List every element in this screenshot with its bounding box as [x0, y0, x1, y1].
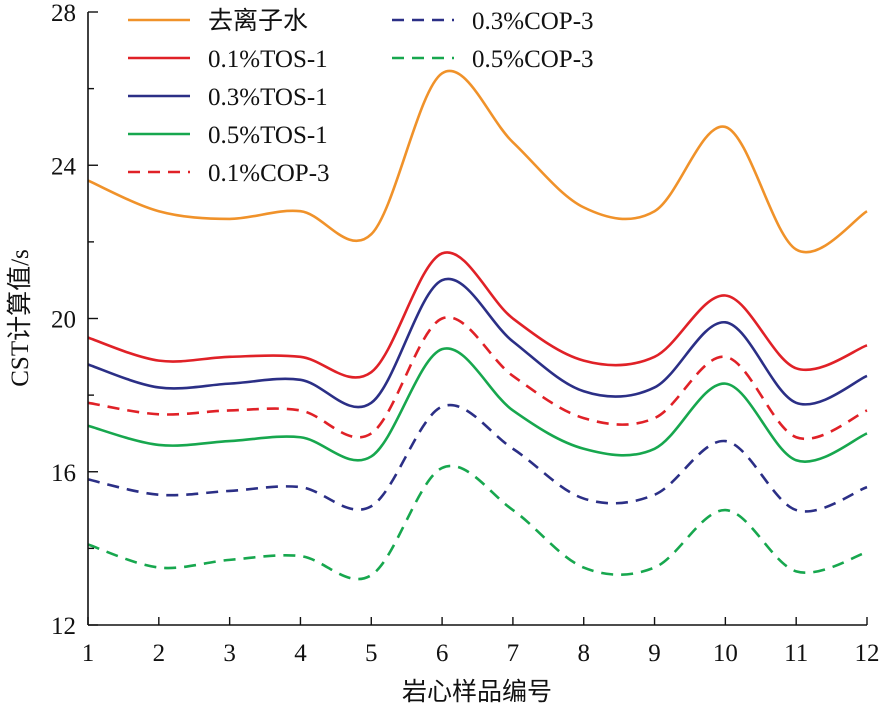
legend-label: 0.5%TOS-1 — [208, 122, 328, 149]
series-line-7 — [87, 464, 868, 581]
series-line-1 — [87, 69, 868, 254]
x-axis-label: 岩心样品编号 — [402, 678, 552, 706]
x-tick-label: 5 — [365, 640, 378, 667]
series-line-5 — [87, 316, 868, 441]
legend-item: 去离子水 — [128, 7, 308, 35]
x-tick-label: 2 — [153, 640, 166, 667]
x-tick-label: 12 — [855, 640, 880, 667]
y-tick-label: 16 — [51, 460, 76, 487]
y-tick-label: 24 — [51, 153, 77, 180]
legend-item: 0.3%COP-3 — [392, 8, 594, 35]
legend-item: 0.5%COP-3 — [392, 46, 594, 73]
plot-lines — [87, 69, 868, 581]
x-tick-label: 4 — [294, 640, 307, 667]
y-tick-label: 20 — [51, 307, 76, 334]
x-tick-label: 7 — [507, 640, 520, 667]
legend-label: 0.3%COP-3 — [472, 8, 594, 35]
legend-item: 0.3%TOS-1 — [128, 84, 328, 111]
legend-label: 0.5%COP-3 — [472, 46, 594, 73]
series-line-4 — [87, 347, 868, 463]
series-line-6 — [87, 403, 868, 513]
x-tick-label: 9 — [648, 640, 661, 667]
legend-item: 0.5%TOS-1 — [128, 122, 328, 149]
x-tick-label: 3 — [223, 640, 236, 667]
x-tick-label: 8 — [577, 640, 590, 667]
series-line-2 — [87, 251, 868, 379]
legend-label: 去离子水 — [208, 7, 308, 35]
legend-item: 0.1%COP-3 — [128, 160, 330, 187]
y-tick-label: 12 — [51, 613, 76, 640]
y-tick-label: 28 — [51, 0, 76, 27]
x-tick-label: 6 — [436, 640, 449, 667]
legend: 去离子水 0.1%TOS-1 0.3%TOS-1 0.5%TOS-1 0.1%COP-3… — [128, 7, 594, 187]
legend-label: 0.3%TOS-1 — [208, 84, 328, 111]
legend-label: 0.1%TOS-1 — [208, 46, 328, 73]
x-tick-label: 10 — [713, 640, 738, 667]
legend-label: 0.1%COP-3 — [208, 160, 330, 187]
y-axis-label: CST计算值/s — [6, 249, 34, 387]
series-line-3 — [87, 277, 868, 409]
legend-item: 0.1%TOS-1 — [128, 46, 328, 73]
x-tick-label: 1 — [82, 640, 95, 667]
x-tick-label: 11 — [784, 640, 808, 667]
